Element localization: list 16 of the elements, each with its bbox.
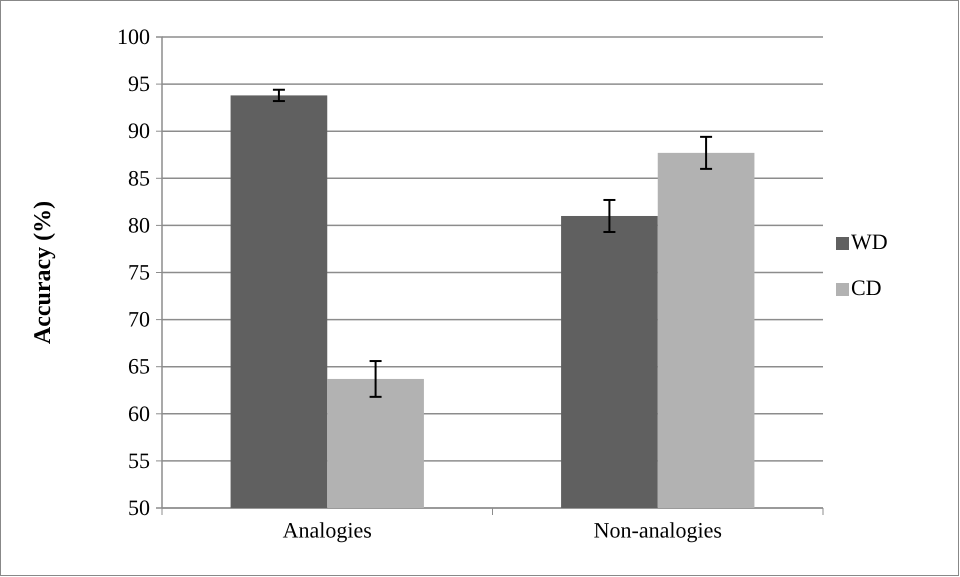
legend-label: WD <box>851 229 888 254</box>
y-tick-label: 80 <box>128 212 150 238</box>
y-tick-label: 100 <box>117 24 150 50</box>
y-axis-title: Accuracy (%) <box>30 200 56 344</box>
y-tick-label: 85 <box>128 165 150 190</box>
y-tick-label: 95 <box>128 71 150 96</box>
y-tick-label: 60 <box>128 400 150 426</box>
x-tick-label: Non-analogies <box>594 518 722 543</box>
y-tick-label: 75 <box>128 260 150 285</box>
x-tick-label: Analogies <box>282 518 372 543</box>
y-tick-label: 90 <box>128 118 150 144</box>
legend-label: CD <box>851 275 882 300</box>
y-tick-label: 65 <box>128 354 150 379</box>
y-tick-label: 55 <box>128 448 150 473</box>
y-tick-label: 70 <box>128 306 150 332</box>
y-tick-label: 50 <box>128 495 150 520</box>
